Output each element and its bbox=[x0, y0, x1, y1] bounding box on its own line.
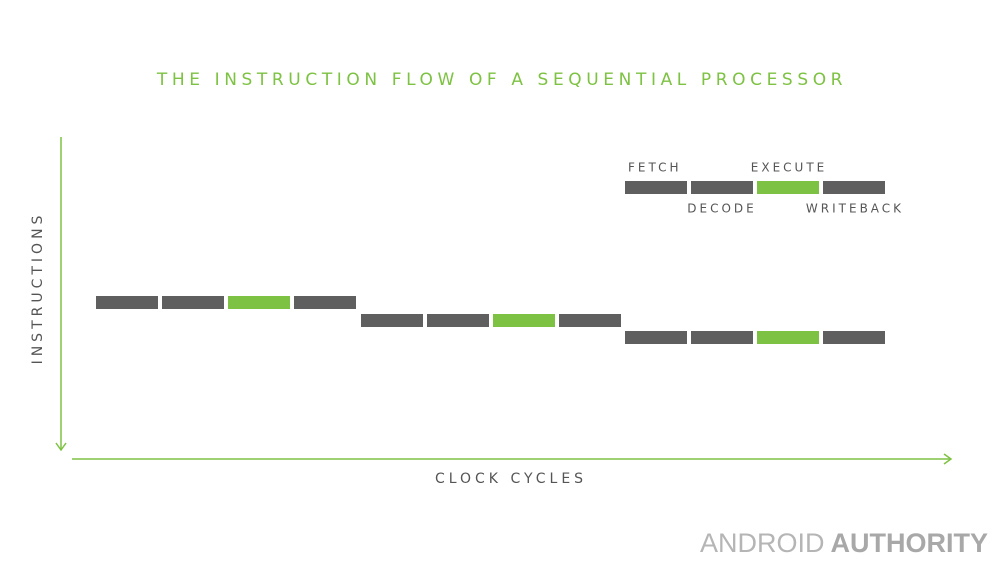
legend-writeback: WRITEBACK bbox=[806, 202, 904, 216]
stage-block bbox=[691, 331, 753, 344]
legend-fetch: FETCH bbox=[628, 161, 682, 175]
stage-block bbox=[691, 181, 753, 194]
instruction-1 bbox=[96, 296, 356, 309]
instruction-2 bbox=[361, 314, 621, 327]
stage-block bbox=[162, 296, 224, 309]
stage-block bbox=[559, 314, 621, 327]
stage-block bbox=[757, 331, 819, 344]
stage-block bbox=[757, 181, 819, 194]
y-axis-label: INSTRUCTIONS bbox=[30, 212, 46, 365]
instruction-3 bbox=[625, 331, 885, 344]
stage-block bbox=[96, 296, 158, 309]
stage-block bbox=[427, 314, 489, 327]
stage-block bbox=[493, 314, 555, 327]
watermark: ANDROID AUTHORITY bbox=[700, 528, 988, 558]
legend-decode: DECODE bbox=[687, 202, 756, 216]
stage-block bbox=[294, 296, 356, 309]
title: THE INSTRUCTION FLOW OF A SEQUENTIAL PRO… bbox=[156, 70, 847, 90]
stage-block bbox=[823, 181, 885, 194]
stage-block bbox=[625, 331, 687, 344]
legend: FETCH EXECUTE DECODE WRITEBACK bbox=[625, 161, 904, 216]
stage-block bbox=[823, 331, 885, 344]
stage-block bbox=[228, 296, 290, 309]
watermark-light: ANDROID bbox=[700, 528, 825, 558]
watermark-bold: AUTHORITY bbox=[831, 528, 989, 558]
stage-block bbox=[625, 181, 687, 194]
x-axis-label: CLOCK CYCLES bbox=[435, 471, 587, 487]
axes bbox=[55, 137, 953, 465]
legend-execute: EXECUTE bbox=[751, 161, 827, 175]
stage-block bbox=[361, 314, 423, 327]
